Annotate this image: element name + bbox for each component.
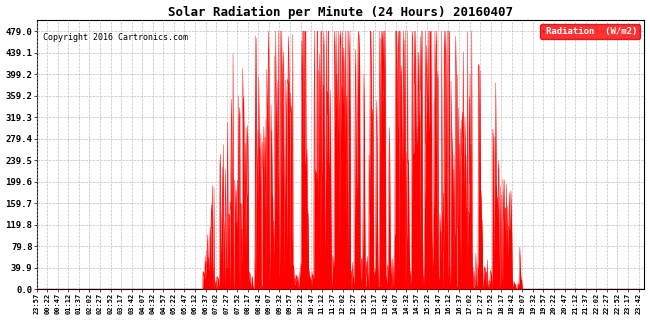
Title: Solar Radiation per Minute (24 Hours) 20160407: Solar Radiation per Minute (24 Hours) 20…: [168, 5, 513, 19]
Legend: Radiation  (W/m2): Radiation (W/m2): [540, 24, 640, 39]
Text: Copyright 2016 Cartronics.com: Copyright 2016 Cartronics.com: [43, 33, 188, 42]
